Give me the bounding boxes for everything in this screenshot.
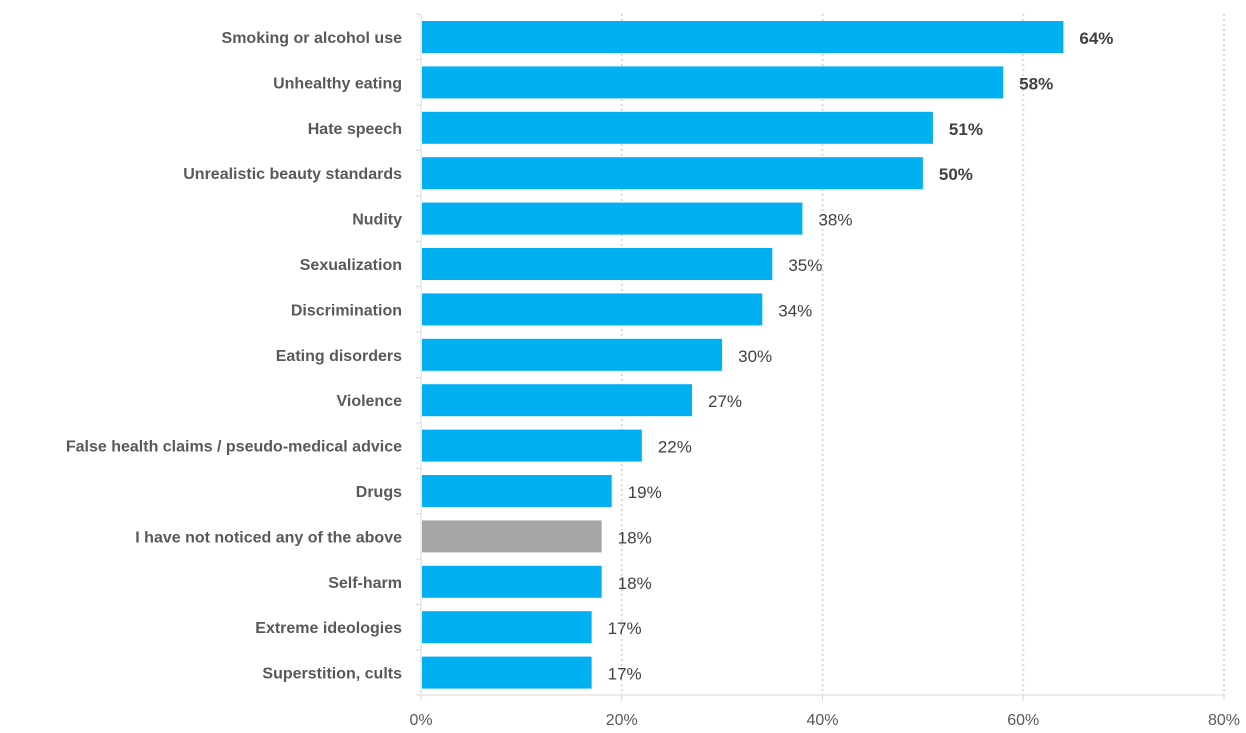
- value-label: 27%: [708, 392, 742, 411]
- category-label: Discrimination: [291, 302, 402, 319]
- value-label: 51%: [949, 120, 983, 139]
- bar: [422, 202, 803, 235]
- x-tick-label: 40%: [806, 712, 838, 729]
- bar: [422, 338, 723, 371]
- x-tick-label: 80%: [1208, 712, 1240, 729]
- category-label: Superstition, cults: [262, 666, 402, 683]
- bar: [422, 429, 642, 462]
- value-label: 38%: [818, 211, 852, 230]
- category-label: False health claims / pseudo-medical adv…: [66, 439, 402, 456]
- value-label: 17%: [608, 619, 642, 638]
- x-tick-label: 20%: [606, 712, 638, 729]
- bar: [422, 21, 1064, 53]
- category-labels: Smoking or alcohol use Unhealthy eating Ha…: [66, 30, 402, 683]
- category-label: Nudity: [352, 212, 402, 229]
- value-label: 50%: [939, 165, 973, 184]
- category-label: Unhealthy eating: [273, 75, 402, 92]
- bar: [422, 611, 592, 644]
- value-label: 64%: [1079, 29, 1113, 48]
- value-label: 22%: [658, 438, 692, 457]
- category-label: Drugs: [356, 484, 402, 501]
- bar: [422, 66, 1004, 99]
- bar: [422, 248, 773, 280]
- bar: [422, 111, 933, 144]
- value-label: 34%: [778, 301, 812, 320]
- bars: [422, 21, 1064, 689]
- value-label: 19%: [628, 483, 662, 502]
- bar: [422, 520, 602, 553]
- category-label: Self-harm: [328, 575, 402, 592]
- category-label: Extreme ideologies: [255, 620, 402, 637]
- value-label: 17%: [608, 665, 642, 684]
- category-label: Hate speech: [308, 121, 402, 138]
- value-labels: 64% 58% 51% 50% 38% 35% 34% 30% 27% 22% 19% 18% 18% 1…: [608, 29, 1114, 684]
- category-label: Unrealistic beauty standards: [183, 166, 402, 183]
- x-tick-label: 0%: [409, 712, 432, 729]
- category-label: Smoking or alcohol use: [222, 30, 403, 47]
- category-label: Violence: [336, 393, 402, 410]
- value-label: 58%: [1019, 74, 1053, 93]
- value-label: 18%: [618, 528, 652, 547]
- category-label: Sexualization: [300, 257, 402, 274]
- x-tick-label: 60%: [1007, 712, 1039, 729]
- value-label: 35%: [788, 256, 822, 275]
- axis: 0% 20% 40% 60% 80%: [409, 13, 1240, 729]
- bar: [422, 475, 612, 507]
- category-label: Eating disorders: [276, 348, 402, 365]
- category-label: I have not noticed any of the above: [135, 529, 402, 546]
- bar: [422, 293, 763, 326]
- value-label: 30%: [738, 347, 772, 366]
- value-label: 18%: [618, 574, 652, 593]
- bar: [422, 565, 602, 598]
- bar: [422, 656, 592, 689]
- bar: [422, 157, 923, 190]
- bar: [422, 384, 693, 417]
